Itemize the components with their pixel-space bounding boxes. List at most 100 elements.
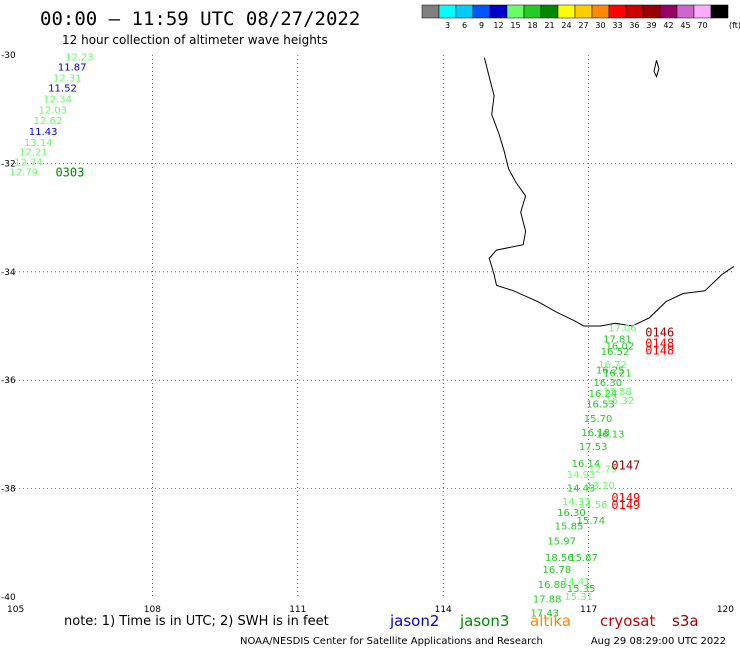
- lon-tick-label: 114: [435, 605, 452, 615]
- swh-value: 16.53: [586, 400, 615, 411]
- legend-label: 9: [479, 21, 484, 30]
- legend-label: 15: [510, 21, 520, 30]
- pass-time-label: 0146: [645, 326, 674, 340]
- units-note: note: 1) Time is in UTC; 2) SWH is in fe…: [64, 614, 329, 629]
- swh-value: 14.41: [562, 577, 591, 588]
- legend-swatch: [574, 4, 593, 19]
- legend-unit: (ft): [729, 21, 740, 30]
- lat-tick-label: -40: [1, 593, 16, 603]
- legend-swatch: [489, 4, 508, 19]
- legend-swatch: [438, 4, 457, 19]
- lat-tick-label: -34: [1, 268, 16, 278]
- lat-tick-label: -36: [1, 376, 16, 386]
- swh-value: 12.21: [19, 148, 48, 159]
- swh-value: 11.43: [29, 127, 58, 138]
- lake-outline: [653, 60, 660, 79]
- swh-value: 16.13: [596, 429, 625, 440]
- legend-swatch: [421, 4, 440, 19]
- lon-tick-label: 120: [717, 605, 734, 615]
- legend-swatch: [591, 4, 610, 19]
- swh-value: 16.21: [603, 369, 632, 380]
- swh-value: 13.14: [24, 138, 53, 149]
- satellite-name: jason2: [389, 612, 439, 630]
- legend-swatch: [710, 4, 729, 19]
- swh-value: 16.52: [601, 347, 630, 358]
- pass-time-label: 0149: [611, 491, 640, 505]
- wave-height-legend: 3 6 9 12 15 18 21 24 27 30 33 36 39 42 45 70 (ft): [421, 4, 740, 30]
- swh-value: 16.25: [596, 365, 625, 376]
- legend-swatch: [540, 4, 559, 19]
- legend-label: 21: [544, 21, 554, 30]
- legend-label: 3: [445, 21, 450, 30]
- swh-value: 16.30: [557, 508, 586, 519]
- swh-value: 14.56: [579, 500, 608, 511]
- lon-tick-label: 117: [580, 605, 597, 615]
- australia-coastline: [483, 57, 735, 327]
- legend-label: 12: [493, 21, 503, 30]
- pass-time-label: 0148: [645, 336, 674, 350]
- legend-swatch: [659, 4, 678, 19]
- swh-value: 16.88: [538, 580, 567, 591]
- legend-swatch: [455, 4, 474, 19]
- lon-tick-label: 111: [289, 605, 306, 615]
- axis-ticks: 105 108 111 114 117 120 -30 -32 -34 -36 -38 -40: [1, 51, 734, 615]
- swh-value: 17.43: [530, 608, 559, 619]
- swh-value: 12.79: [9, 168, 38, 179]
- lon-tick-label: 105: [7, 605, 24, 615]
- legend-label: 30: [595, 21, 605, 30]
- swh-value: 15.31: [564, 592, 593, 603]
- credit-text: NOAA/NESDIS Center for Satellite Applica…: [240, 636, 543, 647]
- satellite-name: jason3: [459, 612, 509, 630]
- swh-value: 14.93: [567, 470, 596, 481]
- legend-swatch: [557, 4, 576, 19]
- swh-value: 17.81: [603, 335, 632, 346]
- legend-swatch: [506, 4, 525, 19]
- swh-value: 15.88: [603, 387, 632, 398]
- lat-tick-label: -30: [1, 51, 16, 61]
- legend-swatch: [676, 4, 695, 19]
- legend-label: 39: [646, 21, 656, 30]
- swh-value: 12.31: [53, 73, 82, 84]
- pass-time-label: 0149: [611, 498, 640, 512]
- swh-value: 16.18: [581, 428, 610, 439]
- pass-time-label: 0147: [611, 458, 640, 472]
- swh-value: 15.35: [567, 584, 596, 595]
- lon-tick-label: 108: [144, 605, 161, 615]
- legend-swatch: [608, 4, 627, 19]
- legend-swatch: [472, 4, 491, 19]
- swh-value: 11.52: [48, 84, 77, 95]
- satellite-name: altika: [530, 612, 571, 630]
- legend-label: 18: [527, 21, 537, 30]
- swh-value: 12.74: [14, 157, 43, 168]
- legend-swatch: [642, 4, 661, 19]
- satellite-name: cryosat: [600, 612, 655, 630]
- legend-label: 70: [697, 21, 707, 30]
- legend-label: 45: [680, 21, 690, 30]
- swh-value: 16.24: [589, 389, 618, 400]
- legend-label: 27: [578, 21, 588, 30]
- swh-value: 15.85: [555, 522, 584, 533]
- swh-value: 15.74: [576, 516, 605, 527]
- satellite-name: s3a: [672, 612, 699, 630]
- swh-value: 14.43: [567, 484, 596, 495]
- swh-value: 16.72: [598, 360, 627, 371]
- legend-swatch: [523, 4, 542, 19]
- legend-label: 42: [663, 21, 673, 30]
- legend-swatch: [693, 4, 712, 19]
- swh-value: 18.56: [545, 553, 574, 564]
- swh-value: 12.23: [65, 53, 94, 64]
- swh-value: 17.53: [579, 442, 608, 453]
- pass-time-label: 0303: [55, 166, 84, 180]
- swh-value: 17.06: [608, 324, 637, 335]
- swh-value: 12.03: [39, 105, 68, 116]
- satellite-legend: jason2 jason3 altika cryosat s3a: [389, 612, 699, 630]
- swh-value: 16.14: [572, 459, 601, 470]
- swh-value: 15.70: [584, 414, 613, 425]
- map-title: 00:00 – 11:59 UTC 08/27/2022: [40, 8, 360, 30]
- lat-tick-label: -32: [1, 159, 16, 169]
- wave-height-observations: 12.2311.8712.3111.5212.3412.0312.6211.43…: [9, 53, 636, 620]
- swh-value: 11.87: [58, 62, 87, 73]
- swh-value: 14.33: [562, 497, 591, 508]
- legend-swatch: [625, 4, 644, 19]
